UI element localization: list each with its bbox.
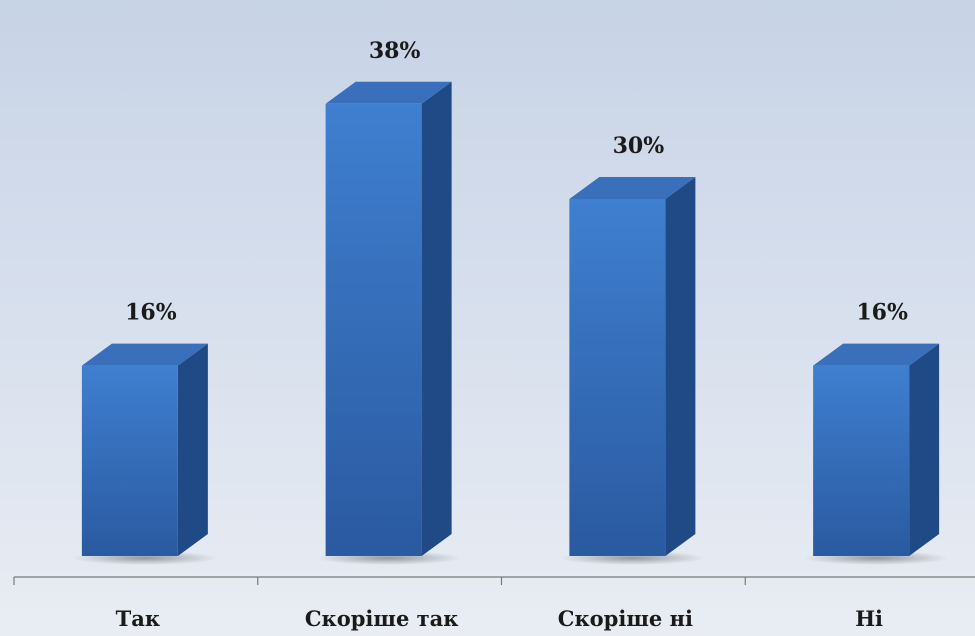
- bar-4: [813, 343, 940, 556]
- bar-3: [569, 177, 696, 556]
- bar-top-face: [81, 343, 208, 366]
- bar-front-face: [81, 365, 178, 556]
- category-label: Ні: [855, 606, 883, 631]
- bar-top-face: [325, 81, 452, 104]
- category-label: Скоріше ні: [558, 606, 693, 631]
- category-label: Так: [116, 606, 160, 631]
- value-label: 30%: [613, 133, 665, 159]
- bar-top-face: [569, 177, 696, 199]
- value-label: 38%: [369, 38, 421, 64]
- bar-top-face: [813, 343, 940, 366]
- bar-side-face: [909, 343, 940, 556]
- category-label: Скоріше так: [305, 606, 459, 631]
- bar-front-face: [569, 199, 666, 556]
- bar-side-face: [665, 177, 696, 556]
- bar-front-face: [325, 103, 422, 557]
- bar-side-face: [421, 81, 452, 557]
- value-label: 16%: [856, 300, 908, 326]
- bar-front-face: [813, 365, 910, 556]
- bar-side-face: [177, 343, 208, 556]
- bar-2: [325, 81, 452, 557]
- value-label: 16%: [125, 300, 177, 326]
- bar-1: [81, 343, 208, 556]
